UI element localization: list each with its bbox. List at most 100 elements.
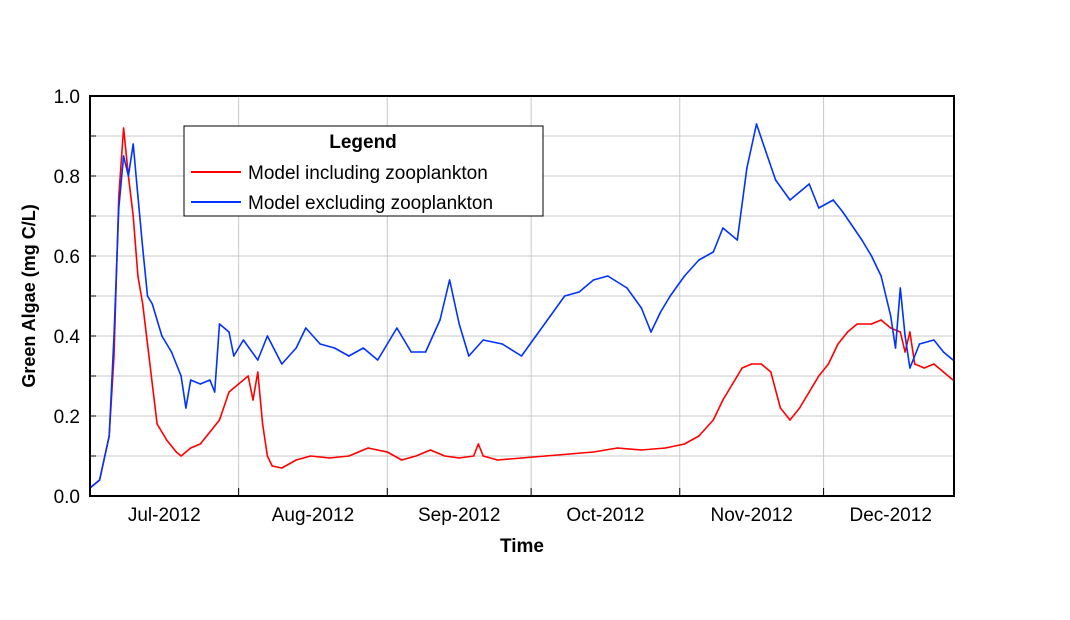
data-point xyxy=(933,363,935,365)
data-point xyxy=(880,319,882,321)
data-point xyxy=(808,183,811,185)
data-point xyxy=(520,355,523,357)
data-point xyxy=(400,459,403,461)
y-tick-label: 0.4 xyxy=(54,327,81,348)
x-axis-label: Time xyxy=(500,536,544,557)
data-point xyxy=(218,419,221,421)
data-point xyxy=(141,303,144,305)
data-point xyxy=(247,375,250,377)
y-tick-label: 0.2 xyxy=(54,407,80,428)
x-tick-label: Jul-2012 xyxy=(128,505,201,526)
data-point xyxy=(683,443,686,445)
data-point xyxy=(98,479,101,481)
data-point xyxy=(117,207,120,209)
data-point xyxy=(367,447,369,449)
data-point xyxy=(798,407,801,409)
data-point xyxy=(175,451,178,453)
data-point xyxy=(209,431,211,433)
data-point xyxy=(185,407,187,409)
data-point xyxy=(817,375,820,377)
data-point xyxy=(108,435,110,437)
data-point xyxy=(669,295,671,297)
data-point xyxy=(837,343,839,345)
data-point xyxy=(755,123,758,125)
data-point xyxy=(760,363,763,365)
data-point xyxy=(242,339,245,341)
series-line-excluding xyxy=(89,123,954,489)
x-tick-label: Nov-2012 xyxy=(710,505,792,526)
data-point xyxy=(161,335,163,337)
data-point xyxy=(789,419,791,421)
data-point xyxy=(698,435,700,437)
data-point xyxy=(578,291,580,293)
data-point xyxy=(295,347,297,349)
data-point xyxy=(592,279,595,281)
data-point xyxy=(266,335,269,337)
data-point xyxy=(722,399,724,401)
data-point xyxy=(520,457,523,459)
legend-label-excluding: Model excluding zooplankton xyxy=(248,193,493,214)
data-point xyxy=(137,275,139,277)
data-point xyxy=(362,347,365,349)
data-point xyxy=(779,407,782,409)
data-point xyxy=(750,363,753,365)
x-tick-label: Sep-2012 xyxy=(418,505,500,526)
data-point xyxy=(261,423,264,425)
data-point xyxy=(765,151,767,153)
data-point xyxy=(271,465,273,467)
data-point xyxy=(933,339,935,341)
data-point xyxy=(841,211,844,213)
data-point xyxy=(626,287,628,289)
data-point xyxy=(664,447,667,449)
data-point xyxy=(712,419,715,421)
data-point xyxy=(808,391,811,393)
data-point xyxy=(228,331,230,333)
data-point xyxy=(856,323,858,325)
series-group xyxy=(89,123,954,489)
data-point xyxy=(889,315,892,317)
data-point xyxy=(189,447,192,449)
data-point xyxy=(199,443,202,445)
legend: Legend Model including zooplankton Model… xyxy=(183,125,544,217)
data-point xyxy=(348,355,350,357)
data-point xyxy=(396,327,398,329)
data-point xyxy=(189,379,192,381)
data-point xyxy=(209,379,211,381)
data-point xyxy=(722,227,724,229)
data-point xyxy=(122,155,125,157)
series-line-including xyxy=(89,127,954,489)
data-point xyxy=(904,351,906,353)
x-tick-label: Dec-2012 xyxy=(850,505,932,526)
data-point xyxy=(165,439,168,441)
data-point xyxy=(472,455,475,457)
data-point xyxy=(410,351,413,353)
data-point xyxy=(741,367,743,369)
x-tick-label: Aug-2012 xyxy=(272,505,354,526)
data-point xyxy=(458,457,460,459)
data-point xyxy=(444,455,446,457)
data-point xyxy=(386,451,389,453)
data-point xyxy=(477,443,480,445)
data-point xyxy=(333,347,336,349)
data-point xyxy=(467,355,470,357)
data-point xyxy=(448,279,451,281)
data-point xyxy=(640,449,643,451)
data-point xyxy=(199,383,202,385)
data-point xyxy=(156,423,158,425)
data-point xyxy=(482,339,484,341)
data-point xyxy=(257,371,259,373)
data-point xyxy=(309,455,312,457)
data-point xyxy=(496,459,499,461)
data-point xyxy=(482,455,484,457)
data-point xyxy=(923,367,926,369)
data-point xyxy=(616,447,619,449)
data-point xyxy=(770,371,772,373)
data-point xyxy=(592,451,595,453)
data-point xyxy=(218,323,221,325)
data-point xyxy=(909,331,911,333)
legend-box xyxy=(183,125,544,217)
data-point xyxy=(233,355,235,357)
data-point xyxy=(909,367,911,369)
data-point xyxy=(568,453,571,455)
data-point xyxy=(832,199,834,201)
